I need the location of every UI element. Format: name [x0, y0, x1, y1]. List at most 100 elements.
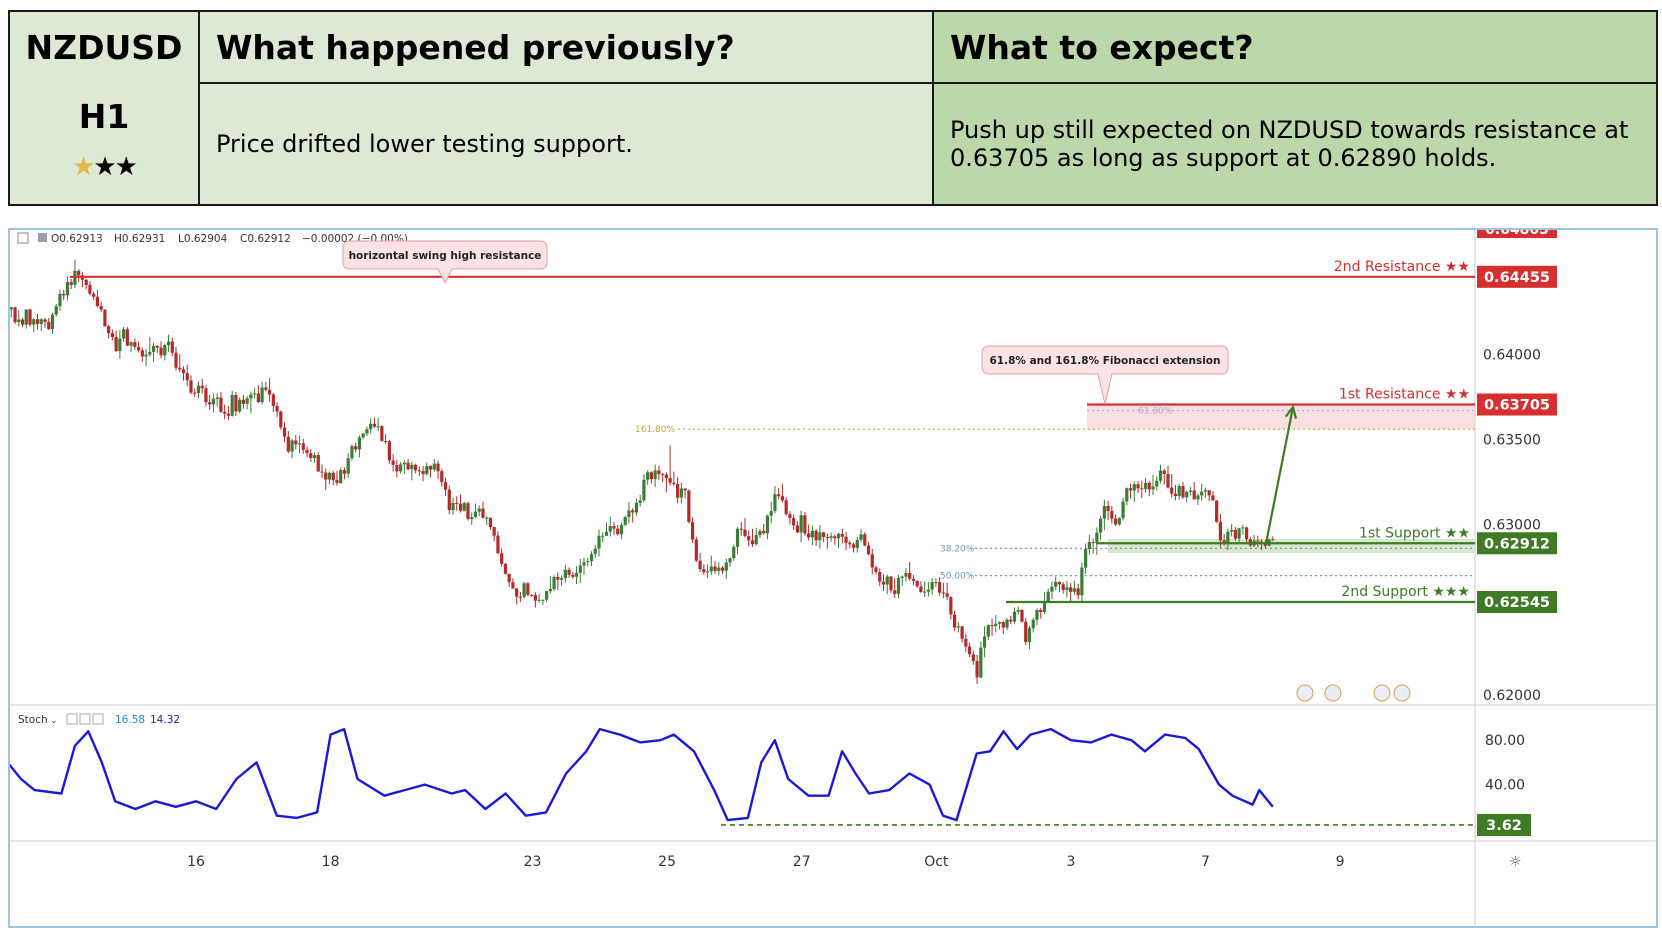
fib-level-label: 161.80% [635, 425, 675, 435]
collapse-icon[interactable] [17, 232, 29, 244]
candle-body [1244, 527, 1249, 540]
candle-body [436, 463, 440, 472]
candle-body [818, 532, 822, 541]
candle-body [537, 599, 541, 601]
candle-body [1128, 488, 1133, 491]
settings-icon[interactable] [79, 713, 91, 725]
candle-body [208, 402, 212, 405]
candle-body [799, 515, 803, 533]
candle-body [979, 647, 983, 678]
candle-body [406, 462, 410, 470]
candle-body [735, 528, 740, 547]
price-chart[interactable]: O0.62913 H0.62931 L0.62904 C0.62912 −0.0… [5, 222, 1656, 926]
candle-body [271, 394, 275, 406]
chevron-down-icon[interactable]: ⌄ [50, 716, 58, 726]
candle-body [402, 462, 406, 465]
candle-body [608, 526, 612, 532]
candle-body [975, 661, 979, 678]
stoch-level-label: 3.62 [1486, 818, 1522, 834]
event-flag-icon[interactable] [1373, 684, 1391, 702]
candle-body [290, 440, 294, 452]
candle-body [99, 306, 103, 310]
candle-body [1020, 610, 1024, 622]
candle-body [17, 319, 21, 323]
candle-body [612, 526, 616, 529]
price-tag [1477, 590, 1557, 613]
candle-body [275, 405, 279, 412]
candle-body [331, 472, 335, 481]
time-axis-tick: Oct [924, 854, 949, 870]
candle-body [500, 553, 504, 564]
candle-body [728, 558, 732, 563]
candle-body [571, 574, 575, 577]
candle-body [481, 508, 485, 518]
candle-body [732, 546, 736, 559]
event-flag-icon[interactable] [1324, 684, 1342, 702]
candle-body [204, 388, 208, 403]
candle-body [833, 536, 837, 539]
candle-body [110, 333, 114, 337]
candle-body [148, 351, 152, 355]
candle-body [522, 583, 526, 597]
candle-body [1241, 527, 1245, 529]
candle-body [507, 573, 511, 583]
event-flag-icon[interactable] [1393, 684, 1411, 702]
candle-body [971, 654, 975, 662]
projection-arrow [1264, 406, 1295, 544]
candle-body [1087, 542, 1091, 550]
candle-body [1237, 528, 1241, 539]
candle-body [705, 571, 710, 573]
candle-body [9, 307, 13, 310]
candle-body [967, 646, 972, 655]
candle-body [279, 411, 283, 428]
candle-body [1271, 539, 1275, 541]
candle-body [324, 472, 328, 480]
time-axis-tick: 16 [187, 854, 205, 870]
time-axis-tick: 7 [1201, 854, 1210, 870]
candle-body [690, 521, 695, 540]
candle-body [69, 282, 73, 285]
candle-body [1099, 518, 1103, 533]
gear-icon[interactable]: ☼ [1509, 854, 1522, 870]
candle-body [286, 436, 290, 452]
candle-body [1005, 619, 1009, 628]
candle-body [1057, 581, 1062, 585]
candle-body [13, 307, 17, 323]
candle-body [548, 588, 552, 592]
stoch-label[interactable]: Stoch [18, 714, 48, 726]
candle-body [166, 341, 171, 346]
close-icon[interactable] [92, 713, 104, 725]
resistance-name-label: 1st Resistance ★★ [1339, 387, 1470, 403]
candle-body [1102, 505, 1106, 519]
candle-body [911, 578, 916, 581]
symbol-label: NZDUSD [25, 28, 183, 67]
candle-body [1181, 486, 1185, 498]
candle-body [893, 590, 897, 594]
candle-body [956, 626, 960, 628]
stoch-legend: Stoch ⌄ 16.58 14.32 [18, 713, 180, 726]
price-axis-tick: 0.64000 [1483, 347, 1541, 363]
candle-body [1230, 529, 1234, 532]
candle-body [1001, 622, 1005, 628]
candle-body [387, 441, 391, 461]
resistance-zone [1087, 404, 1475, 430]
candle-body [623, 517, 627, 525]
candle-body [709, 566, 713, 572]
event-icons[interactable] [1296, 684, 1411, 702]
eye-icon[interactable] [66, 713, 78, 725]
candle-body [825, 536, 829, 538]
candle-body [54, 306, 58, 315]
event-flag-icon[interactable] [1296, 684, 1314, 702]
candle-body [297, 443, 302, 445]
candle-body [866, 545, 871, 555]
candle-body [900, 576, 904, 578]
candle-body [294, 440, 298, 445]
candle-body [844, 536, 848, 543]
fib-level-label: 38.20% [940, 544, 975, 554]
candle-body [1143, 482, 1148, 489]
candle-body [672, 482, 676, 485]
candle-body [361, 433, 365, 438]
candle-body [642, 479, 646, 501]
candle-body [181, 369, 186, 374]
candle-body [698, 560, 702, 570]
